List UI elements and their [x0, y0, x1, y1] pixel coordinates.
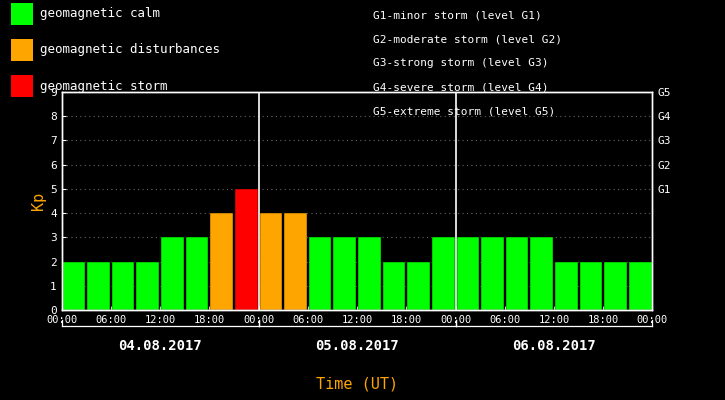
Text: 04.08.2017: 04.08.2017 — [118, 339, 202, 353]
Bar — [62, 262, 86, 310]
Bar — [235, 189, 257, 310]
Bar — [604, 262, 627, 310]
Bar — [87, 262, 110, 310]
Text: G2-moderate storm (level G2): G2-moderate storm (level G2) — [373, 34, 563, 44]
Text: Time (UT): Time (UT) — [316, 376, 398, 392]
Bar — [407, 262, 430, 310]
Bar — [161, 237, 183, 310]
Bar — [579, 262, 602, 310]
Bar — [481, 237, 504, 310]
Bar — [210, 213, 233, 310]
Text: geomagnetic storm: geomagnetic storm — [40, 80, 167, 92]
Text: geomagnetic disturbances: geomagnetic disturbances — [40, 44, 220, 56]
Bar — [629, 262, 652, 310]
Bar — [358, 237, 381, 310]
Text: 06.08.2017: 06.08.2017 — [512, 339, 596, 353]
Bar — [186, 237, 208, 310]
Bar — [260, 213, 282, 310]
Bar — [531, 237, 553, 310]
Bar — [284, 213, 307, 310]
Bar — [457, 237, 479, 310]
Text: 05.08.2017: 05.08.2017 — [315, 339, 399, 353]
Bar — [383, 262, 405, 310]
Bar — [432, 237, 455, 310]
Text: G1-minor storm (level G1): G1-minor storm (level G1) — [373, 10, 542, 20]
Bar — [136, 262, 159, 310]
Y-axis label: Kp: Kp — [31, 192, 46, 210]
Bar — [506, 237, 529, 310]
Bar — [334, 237, 356, 310]
Bar — [555, 262, 578, 310]
Text: G3-strong storm (level G3): G3-strong storm (level G3) — [373, 58, 549, 68]
Bar — [112, 262, 135, 310]
Text: G4-severe storm (level G4): G4-severe storm (level G4) — [373, 82, 549, 92]
Bar — [309, 237, 331, 310]
Text: geomagnetic calm: geomagnetic calm — [40, 8, 160, 20]
Text: G5-extreme storm (level G5): G5-extreme storm (level G5) — [373, 106, 555, 116]
